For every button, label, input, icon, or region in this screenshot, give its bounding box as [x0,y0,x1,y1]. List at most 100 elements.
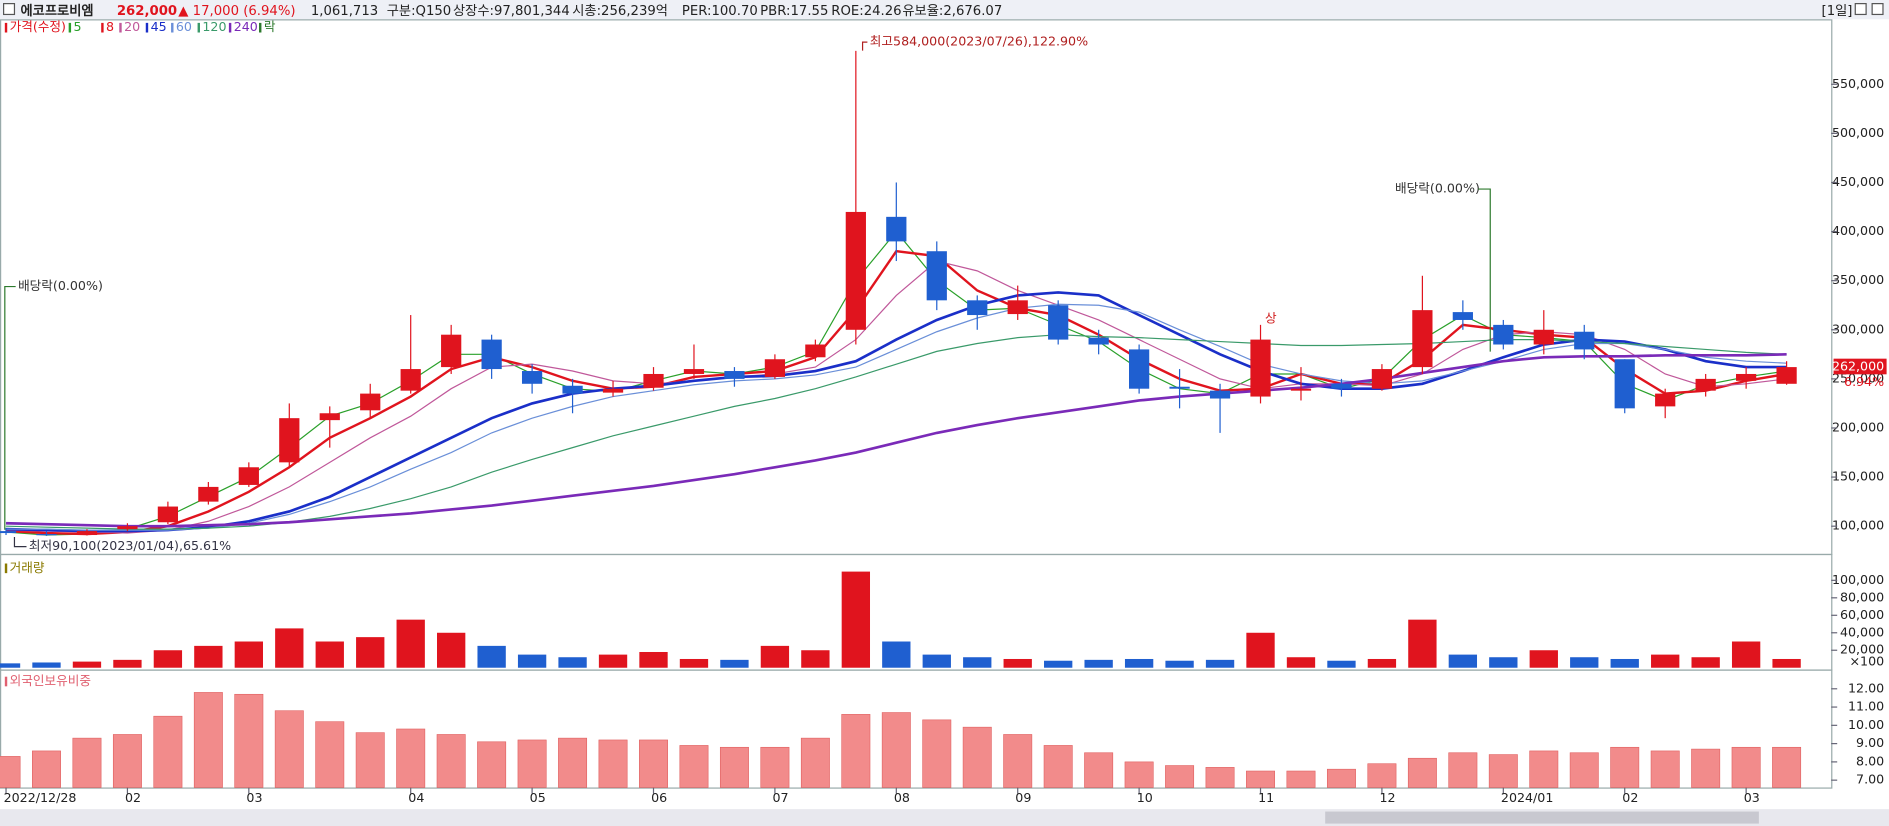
roe: ROE:24.26 [831,4,901,19]
candle-body [1048,305,1069,340]
y-tick-label: 100,000 [1832,572,1884,587]
scroll-thumb[interactable] [1325,811,1759,824]
annotation: 최고584,000(2023/07/26),122.90% [870,34,1088,49]
moving-average [5,353,1787,528]
bar [801,650,830,668]
bar [1448,752,1478,788]
candle-body [1412,310,1433,368]
bar [1367,658,1397,668]
bar [639,739,668,788]
bar [1610,746,1640,788]
period-button[interactable]: [1일] [1822,3,1853,19]
legend-label: 락 [264,19,276,34]
stock-name: 에코프로비엠 [20,3,93,19]
bar [32,750,61,788]
candle-body [238,467,259,485]
bar [1529,650,1558,668]
bar [679,658,709,668]
annotation-line [1478,188,1491,352]
unit-label: ×100 [1849,654,1884,669]
candle-body [1695,378,1716,391]
bar [1650,750,1680,788]
bar [881,712,911,788]
bar [882,641,911,668]
candle-body [764,359,786,377]
bar [760,645,790,668]
bar [1731,746,1761,788]
legend-label: 120 [202,19,226,34]
y-tick-label: 400,000 [1832,223,1884,238]
candle-body [400,369,421,391]
reserve-ratio: 유보율:2,676.07 [902,3,1002,19]
bar [72,737,102,788]
y-tick-label: 80,000 [1840,589,1884,604]
candle-body [1736,373,1757,381]
bar [720,659,749,668]
y-tick-label: 300,000 [1832,321,1884,336]
close-button[interactable] [1871,3,1884,16]
legend-label: 60 [176,19,192,34]
x-tick-label: 11 [1258,790,1274,805]
foreign-panel [0,669,1833,789]
candle-body [1250,339,1271,397]
bar [193,692,223,788]
bar [436,734,466,788]
y-tick-label: 100,000 [1832,518,1884,533]
candle-body [1088,337,1109,345]
bar [962,726,992,788]
bar [679,745,709,788]
candle-body [36,534,57,536]
window-button[interactable] [1854,3,1867,16]
legend-marker [4,563,8,574]
annotation: 배당락(0.00%) [1395,181,1480,196]
bar [1367,763,1397,788]
x-tick-label: 02 [125,790,141,805]
bar [1691,657,1720,668]
y-tick-label: 9.00 [1856,735,1884,750]
price-tag-label: 262,000 [1832,359,1884,374]
bar [396,619,425,668]
bar [275,628,304,668]
bar [963,657,992,668]
bar [234,693,264,788]
annotation-line [4,285,16,530]
bar [1326,768,1356,788]
candle-body [1614,359,1635,409]
bar [1003,734,1033,788]
legend-marker [68,22,72,33]
x-tick-label: 09 [1015,790,1031,805]
bar [517,739,547,788]
bar [274,710,304,788]
bar [760,746,790,788]
y-tick-label: 10.00 [1848,717,1884,732]
bar [1124,658,1154,668]
legend-label: 5 [73,19,81,34]
bar [719,746,749,788]
legend-label: 가격(수정) [10,19,66,34]
checkbox[interactable] [3,3,16,16]
volume: 1,061,713 [311,4,378,19]
x-tick-label: 02 [1622,790,1638,805]
moving-average [6,303,1787,531]
annotation: 상 [1265,311,1277,326]
candle-body [279,418,300,463]
candle-body [602,388,624,393]
candle-body [967,300,988,316]
annotation: 최저90,100(2023/01/04),65.61% [29,538,231,553]
legend-marker [145,22,149,33]
bar [113,659,142,668]
moving-average [6,260,1787,534]
y-tick-label: 11.00 [1848,699,1884,714]
bar [315,721,345,788]
y-tick-label: 150,000 [1832,469,1884,484]
legend-label: 8 [106,19,114,34]
bar [72,661,102,668]
bar [1610,658,1639,668]
y-tick-label: 7.00 [1856,772,1884,787]
legend-marker [4,22,8,33]
bar [598,654,628,668]
bar [1529,750,1559,788]
y-tick-label: 40,000 [1840,624,1884,639]
